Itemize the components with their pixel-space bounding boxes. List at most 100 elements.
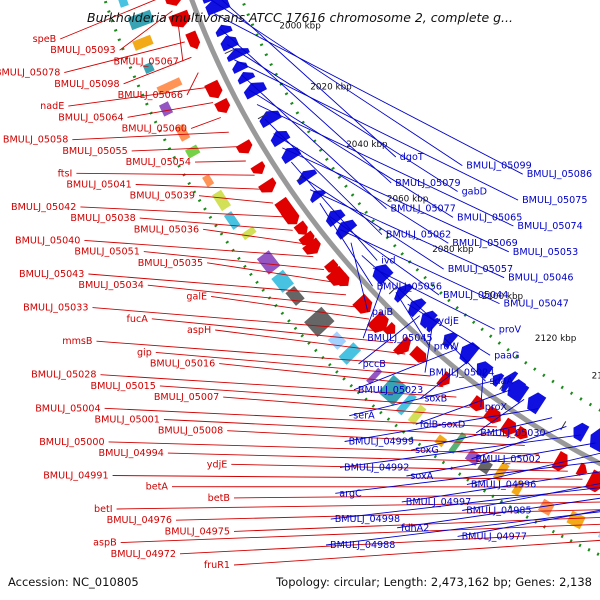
reverse-cds-arrow: [281, 147, 302, 164]
forward-leader-line: [88, 273, 347, 296]
forward-gene-label: BMULJ_05028: [31, 370, 96, 381]
forward-cds-arrow: [235, 139, 253, 154]
forward-gene-label: betA: [146, 482, 169, 493]
feature-block: [174, 123, 191, 142]
kbp-tick-label: 2140 kbp: [592, 372, 600, 382]
reverse-cds-arrow: [232, 61, 249, 74]
forward-cds-arrow: [302, 237, 321, 255]
reverse-gene-label: BMULJ_05077: [391, 204, 456, 215]
reverse-cds-arrow: [259, 110, 282, 128]
reverse-gene-label: BMULJ_05079: [395, 178, 460, 189]
reverse-leader-line: [210, 0, 463, 166]
reverse-leader-line: [415, 389, 511, 425]
reverse-cds-arrow: [226, 48, 250, 62]
reverse-cds-arrow: [573, 422, 590, 442]
reverse-gene-label: BMULJ_05057: [448, 264, 513, 275]
forward-leader-line: [219, 363, 444, 388]
forward-leader-line: [76, 172, 255, 176]
reverse-gene-label: soxG: [415, 445, 439, 456]
reverse-leader-line: [330, 487, 600, 520]
reverse-gene-label: BMULJ_05045: [367, 333, 432, 344]
forward-cds-arrow: [499, 417, 517, 436]
reverse-cds-arrow: [459, 342, 480, 365]
forward-cds-arrow: [250, 161, 266, 174]
feature-block: [132, 34, 154, 51]
forward-leader-line: [178, 26, 184, 62]
forward-leader-line: [100, 374, 457, 398]
forward-gene-label: BMULJ_04976: [107, 515, 172, 526]
reverse-cds-arrow: [325, 209, 346, 228]
reverse-leader-line: [214, 13, 523, 175]
kbp-tick-mark: [560, 421, 567, 431]
reverse-cds-arrow: [202, 0, 215, 4]
reverse-gene-label: BMULJ_05069: [452, 238, 517, 249]
forward-cds-arrow: [436, 371, 451, 387]
reverse-leader-line: [329, 216, 440, 296]
reverse-leader-line: [406, 442, 596, 477]
forward-leader-line: [112, 475, 583, 480]
reverse-cds-arrow: [476, 361, 494, 379]
kbp-tick-label: 2040 kbp: [346, 140, 388, 150]
feature-block: [285, 286, 305, 306]
reverse-leader-line: [264, 118, 383, 235]
forward-leader-line: [119, 10, 173, 51]
forward-leader-line: [227, 430, 525, 446]
forward-gene-label: BMULJ_05034: [78, 280, 143, 291]
forward-leader-line: [231, 463, 568, 472]
feature-block: [448, 432, 467, 454]
forward-cds-arrow: [258, 177, 277, 193]
reverse-gene-label: BMULJ_04988: [330, 540, 395, 551]
forward-gene-label: BMULJ_05042: [11, 202, 76, 213]
kbp-tick-label: 2100 kbp: [482, 292, 524, 302]
forward-cds-arrow: [468, 395, 485, 412]
reverse-leader-line: [319, 202, 373, 287]
forward-gene-label: fucA: [127, 314, 149, 325]
forward-leader-line: [108, 441, 540, 455]
forward-gene-label: BMULJ_05058: [3, 135, 68, 146]
reverse-cds-arrow: [297, 169, 318, 186]
reverse-gene-label: paaG: [494, 350, 519, 361]
feature-block: [256, 250, 281, 275]
feature-tracks: [103, 0, 600, 557]
forward-gene-label: BMULJ_05033: [23, 303, 88, 314]
forward-cds-arrow: [293, 220, 308, 235]
label-leader-lines: [60, 0, 600, 566]
feature-block: [212, 189, 231, 212]
reverse-leader-line: [300, 175, 444, 270]
forward-gene-label: ydjE: [207, 459, 228, 470]
forward-leader-line: [159, 385, 470, 408]
reverse-cds-arrow: [215, 24, 233, 38]
reverse-leader-line: [444, 337, 486, 382]
forward-gene-label: BMULJ_05036: [134, 224, 199, 235]
forward-leader-line: [147, 284, 358, 308]
feature-block: [492, 461, 510, 482]
forward-leader-line: [68, 87, 206, 107]
feature-block: [223, 211, 241, 230]
feature-block: [271, 269, 294, 293]
reverse-leader-line: [362, 280, 385, 339]
reverse-leader-line: [462, 483, 600, 511]
forward-gene-label: BMULJ_05060: [122, 124, 187, 135]
reverse-gene-label: BMULJ_04998: [335, 514, 400, 525]
reverse-leader-line: [349, 379, 497, 417]
reverse-leader-line: [241, 74, 387, 210]
reverse-gene-label: gabD: [462, 187, 487, 198]
forward-leader-line: [84, 239, 314, 258]
forward-leader-line: [198, 195, 274, 204]
reverse-gene-label: paiB: [372, 307, 393, 318]
reverse-cds-arrow: [589, 428, 600, 453]
reverse-leader-line: [424, 327, 433, 373]
kbp-tick-label: 2060 kbp: [387, 194, 429, 204]
forward-leader-line: [72, 131, 229, 141]
reverse-cds-arrow: [442, 332, 458, 349]
map-title: Burkholderia multivorans ATCC 17616 chro…: [87, 10, 513, 25]
forward-gene-label: BMULJ_05040: [15, 235, 80, 246]
forward-gene-label: fruR1: [204, 560, 230, 571]
reverse-leader-line: [309, 189, 505, 279]
forward-leader-line: [179, 531, 600, 555]
forward-leader-line: [131, 146, 238, 152]
reverse-leader-line: [220, 28, 392, 184]
forward-leader-line: [233, 516, 600, 532]
feature-block: [127, 9, 155, 31]
reverse-gene-label: BMULJ_05047: [504, 299, 569, 310]
